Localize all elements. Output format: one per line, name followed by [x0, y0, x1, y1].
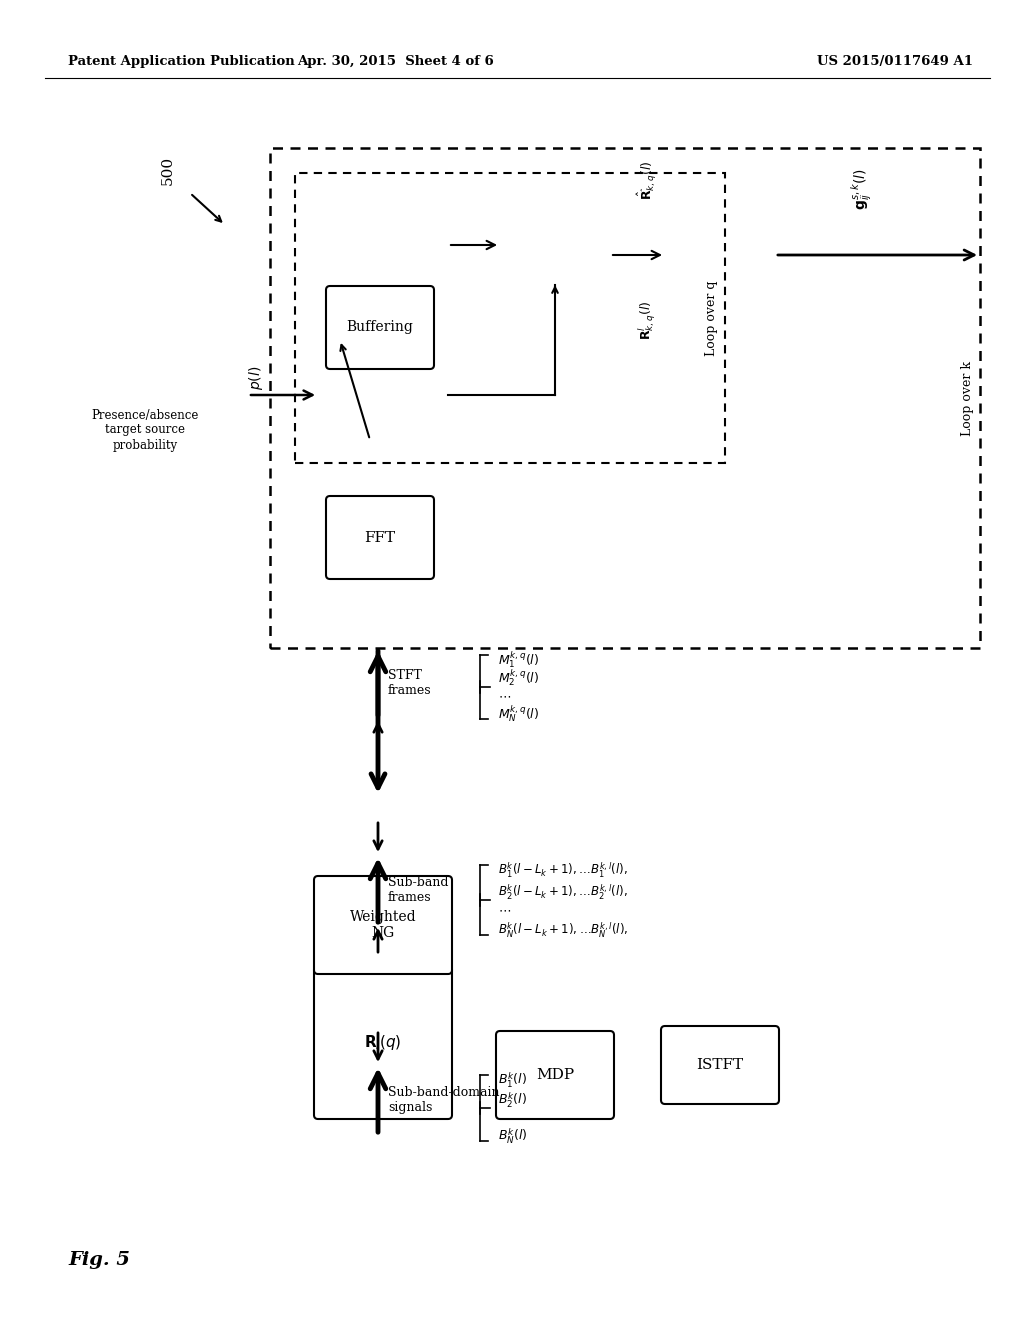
- FancyBboxPatch shape: [314, 966, 452, 1119]
- Text: $B_2^k(l-L_k+1),\ldots B_2^{k,l}(l),$: $B_2^k(l-L_k+1),\ldots B_2^{k,l}(l),$: [498, 882, 628, 902]
- Text: $B_1^k(l-L_k+1),\ldots B_1^{k,l}(l),$: $B_1^k(l-L_k+1),\ldots B_1^{k,l}(l),$: [498, 861, 628, 879]
- Text: $B_1^k(l)$: $B_1^k(l)$: [498, 1071, 527, 1090]
- Text: $\cdots$: $\cdots$: [498, 1111, 511, 1125]
- Text: FFT: FFT: [365, 531, 395, 544]
- Text: $B_2^k(l)$: $B_2^k(l)$: [498, 1090, 527, 1110]
- Text: Weighted
NG: Weighted NG: [349, 909, 417, 940]
- Text: ISTFT: ISTFT: [696, 1059, 743, 1072]
- Text: $p(l)$: $p(l)$: [247, 366, 265, 389]
- Text: STFT
frames: STFT frames: [388, 669, 432, 697]
- Text: $\hat{\mathbf{R}}_{k,q}^{\hat{}}(l)$: $\hat{\mathbf{R}}_{k,q}^{\hat{}}(l)$: [635, 161, 658, 201]
- FancyBboxPatch shape: [326, 286, 434, 370]
- Text: $\mathbf{R}_l(q)$: $\mathbf{R}_l(q)$: [365, 1034, 401, 1052]
- Text: $B_N^k(l)$: $B_N^k(l)$: [498, 1126, 527, 1146]
- Text: 500: 500: [161, 156, 175, 185]
- Text: $B_N^k(l-L_k+1),\ldots B_N^{k,l}(l),$: $B_N^k(l-L_k+1),\ldots B_N^{k,l}(l),$: [498, 920, 629, 940]
- Text: Loop over q: Loop over q: [706, 280, 719, 356]
- Text: Sub-band-domain
signals: Sub-band-domain signals: [388, 1086, 500, 1114]
- Text: MDP: MDP: [536, 1068, 574, 1082]
- Text: Loop over k: Loop over k: [961, 360, 974, 436]
- Text: Buffering: Buffering: [346, 321, 414, 334]
- Text: $\cdots$: $\cdots$: [498, 689, 511, 702]
- Text: Sub-band
frames: Sub-band frames: [388, 876, 449, 904]
- Text: $M_2^{k,q}(l)$: $M_2^{k,q}(l)$: [498, 668, 540, 689]
- FancyBboxPatch shape: [326, 496, 434, 579]
- Text: $\cdots$: $\cdots$: [498, 903, 511, 916]
- Text: Fig. 5: Fig. 5: [68, 1251, 130, 1269]
- Text: $M_1^{k,q}(l)$: $M_1^{k,q}(l)$: [498, 649, 540, 671]
- Bar: [295, 173, 725, 463]
- FancyBboxPatch shape: [314, 876, 452, 974]
- FancyBboxPatch shape: [662, 1026, 779, 1104]
- FancyBboxPatch shape: [496, 1031, 614, 1119]
- Bar: [270, 148, 980, 648]
- Text: Patent Application Publication: Patent Application Publication: [68, 55, 295, 69]
- Text: $M_N^{k,q}(l)$: $M_N^{k,q}(l)$: [498, 704, 540, 725]
- Text: Presence/absence
target source
probability: Presence/absence target source probabili…: [91, 408, 199, 451]
- Text: Apr. 30, 2015  Sheet 4 of 6: Apr. 30, 2015 Sheet 4 of 6: [297, 55, 494, 69]
- Text: US 2015/0117649 A1: US 2015/0117649 A1: [817, 55, 973, 69]
- Text: $\mathbf{R}_{k,q}^{l}(l)$: $\mathbf{R}_{k,q}^{l}(l)$: [636, 301, 657, 339]
- Text: $\mathbf{g}_{ij}^{s,k}(l)$: $\mathbf{g}_{ij}^{s,k}(l)$: [850, 169, 874, 210]
